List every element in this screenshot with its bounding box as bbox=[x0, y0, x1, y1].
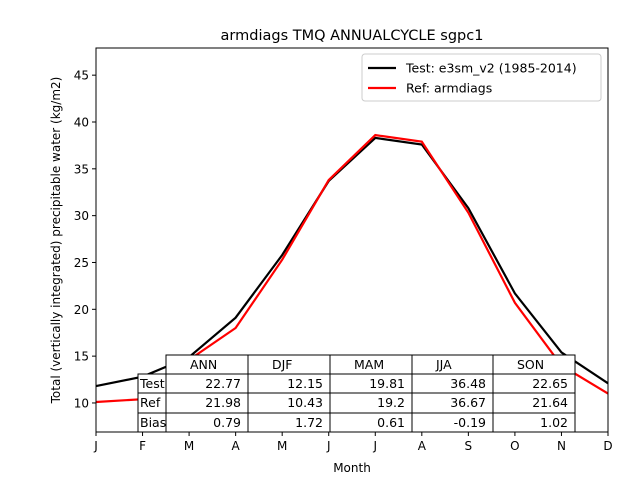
y-tick-label: 20 bbox=[74, 303, 89, 317]
x-tick-label: J bbox=[372, 439, 377, 453]
y-tick-label: 40 bbox=[74, 115, 89, 129]
x-tick-label: D bbox=[603, 439, 612, 453]
table-cell-value: 19.2 bbox=[377, 395, 405, 410]
table-cell-value: 21.98 bbox=[205, 395, 241, 410]
x-tick-label: S bbox=[465, 439, 473, 453]
x-tick-label: O bbox=[510, 439, 519, 453]
table-cell-value: 21.64 bbox=[532, 395, 568, 410]
legend-label: Test: e3sm_v2 (1985-2014) bbox=[405, 61, 577, 76]
table-row-label: Bias bbox=[140, 415, 166, 430]
table-cell-value: 36.48 bbox=[450, 376, 486, 391]
y-tick-label: 25 bbox=[74, 256, 89, 270]
table-cell-value: 19.81 bbox=[369, 376, 405, 391]
table-cell-value: -0.19 bbox=[454, 415, 486, 430]
x-axis-label: Month bbox=[333, 461, 371, 475]
table-cell-value: 36.67 bbox=[450, 395, 486, 410]
y-tick-label: 35 bbox=[74, 162, 89, 176]
table-cell-value: 0.79 bbox=[213, 415, 241, 430]
table-header-label: DJF bbox=[272, 357, 293, 372]
x-tick-label: J bbox=[326, 439, 331, 453]
x-tick-label: N bbox=[557, 439, 566, 453]
legend-label: Ref: armdiags bbox=[406, 81, 492, 96]
x-tick-label: J bbox=[93, 439, 98, 453]
y-tick-label: 15 bbox=[74, 350, 89, 364]
stats-table: ANN DJF MAM JJA SON Test 22.77 12.15 19.81 36.48 2… bbox=[137, 354, 576, 433]
x-tick-label: A bbox=[232, 439, 241, 453]
y-axis: 10 15 20 25 30 35 40 45 bbox=[74, 69, 96, 410]
table-cell-value: 12.15 bbox=[287, 376, 323, 391]
table-cell-value: 1.02 bbox=[540, 415, 568, 430]
y-axis-label: Total (vertically integrated) precipitab… bbox=[49, 77, 63, 405]
table-cell-value: 22.77 bbox=[205, 376, 241, 391]
legend-box bbox=[361, 53, 602, 102]
legend: Test: e3sm_v2 (1985-2014) Ref: armdiags bbox=[361, 53, 602, 102]
table-row-label: Test bbox=[139, 376, 165, 391]
table-header-label: JJA bbox=[435, 357, 452, 372]
y-tick-label: 45 bbox=[74, 69, 89, 83]
x-tick-label: M bbox=[277, 439, 287, 453]
x-tick-label: F bbox=[139, 439, 146, 453]
table-cell-value: 10.43 bbox=[287, 395, 323, 410]
x-tick-label: M bbox=[184, 439, 194, 453]
table-row-label: Ref bbox=[140, 395, 161, 410]
y-tick-label: 30 bbox=[74, 209, 89, 223]
axes-frame bbox=[95, 47, 609, 433]
table-cell-value: 1.72 bbox=[295, 415, 323, 430]
table-cell-value: 22.65 bbox=[532, 376, 568, 391]
table-cell-value: 0.61 bbox=[377, 415, 405, 430]
y-tick-label: 10 bbox=[74, 396, 89, 410]
chart-title: armdiags TMQ ANNUALCYCLE sgpc1 bbox=[221, 28, 484, 44]
table-header-label: ANN bbox=[190, 357, 217, 372]
table-header-label: SON bbox=[517, 357, 544, 372]
x-tick-label: A bbox=[418, 439, 427, 453]
table-header-label: MAM bbox=[354, 357, 384, 372]
table-header-cell bbox=[411, 354, 494, 375]
